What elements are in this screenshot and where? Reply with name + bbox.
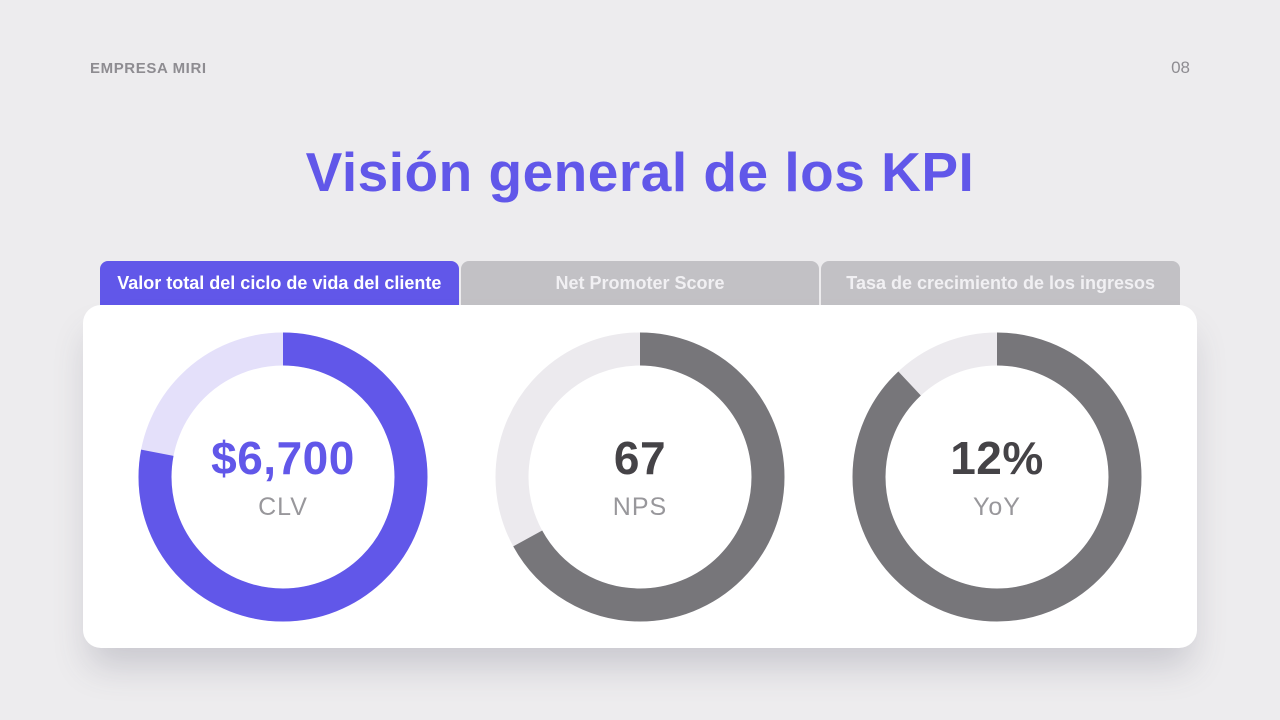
tab-revenue-growth-rate[interactable]: Tasa de crecimiento de los ingresos <box>821 261 1181 305</box>
donut-chart-clv: $6,700 CLV <box>138 332 428 622</box>
donut-ring-nps <box>495 332 785 621</box>
donut-chart-nps: 67 NPS <box>495 332 785 622</box>
kpi-card: $6,700 CLV 67 NPS 12% YoY <box>83 305 1197 648</box>
nps-value: 67 <box>613 432 667 484</box>
tab-net-promoter-score[interactable]: Net Promoter Score <box>460 261 820 305</box>
clv-label: CLV <box>258 493 308 521</box>
kpi-tabs: Valor total del ciclo de vida del client… <box>100 261 1181 305</box>
yoy-label: YoY <box>973 493 1021 521</box>
donut-center-nps: 67 NPS <box>495 332 785 622</box>
donut-ring-clv <box>138 332 428 621</box>
slide-title: Visión general de los KPI <box>305 141 975 203</box>
donut-chart-yoy: 12% YoY <box>852 332 1142 622</box>
company-name: EMPRESA MIRI <box>90 59 207 77</box>
nps-label: NPS <box>612 493 668 521</box>
donut-center-clv: $6,700 CLV <box>138 332 428 622</box>
donut-ring-yoy <box>852 332 1142 621</box>
yoy-value: 12% <box>950 432 1044 484</box>
tab-customer-lifetime-value[interactable]: Valor total del ciclo de vida del client… <box>100 261 459 305</box>
clv-value: $6,700 <box>211 432 355 484</box>
donut-center-yoy: 12% YoY <box>852 332 1142 622</box>
slide-header: EMPRESA MIRI 08 <box>90 58 1190 78</box>
page-number: 08 <box>1171 58 1190 77</box>
